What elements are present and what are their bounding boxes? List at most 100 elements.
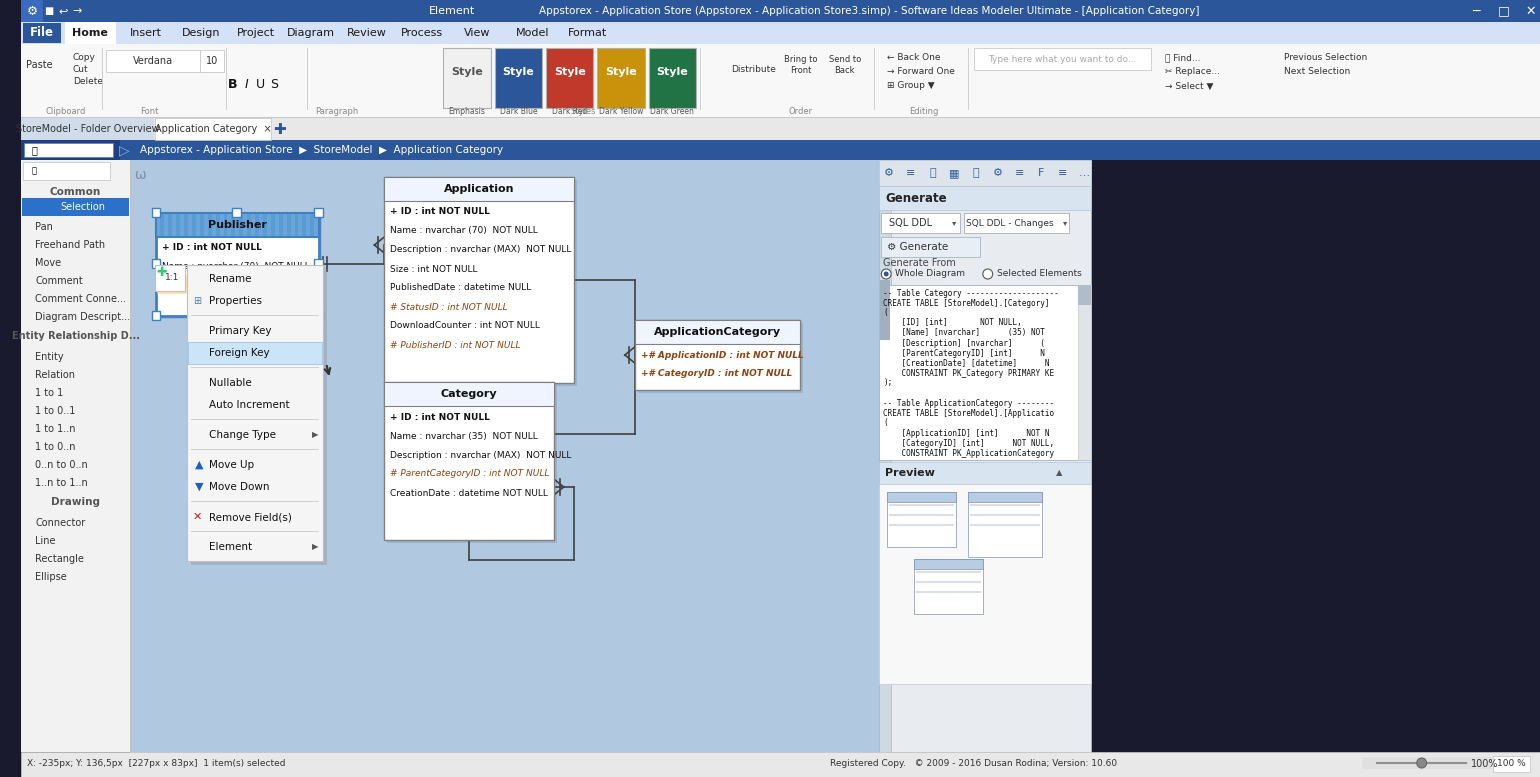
Text: Move Up: Move Up xyxy=(209,460,254,470)
Bar xyxy=(444,48,491,108)
Bar xyxy=(129,160,879,752)
Text: Nullable: Nullable xyxy=(209,378,251,388)
Text: Dark Green: Dark Green xyxy=(650,106,695,116)
Bar xyxy=(314,259,323,268)
Text: 10: 10 xyxy=(205,56,217,66)
Bar xyxy=(191,419,319,420)
Bar xyxy=(211,213,216,237)
Text: Model: Model xyxy=(516,28,548,38)
Text: Previous Selection: Previous Selection xyxy=(1284,54,1368,62)
Bar xyxy=(889,514,955,516)
Bar xyxy=(913,559,983,569)
Text: Rectangle: Rectangle xyxy=(35,554,85,564)
Text: 🔍 Find...: 🔍 Find... xyxy=(1166,54,1201,62)
Text: Order: Order xyxy=(788,106,813,116)
Text: Style: Style xyxy=(554,67,585,77)
Text: 1 to 1: 1 to 1 xyxy=(35,388,63,398)
Text: ← Back One: ← Back One xyxy=(887,54,941,62)
Text: ≡: ≡ xyxy=(1058,168,1067,178)
Bar xyxy=(879,160,1092,186)
Text: -- Table ApplicationCategory --------: -- Table ApplicationCategory -------- xyxy=(884,399,1055,407)
Text: StoreModel - Folder Overview: StoreModel - Folder Overview xyxy=(15,124,159,134)
Bar xyxy=(129,752,879,764)
Bar xyxy=(1492,756,1531,772)
Text: # StatusID : int NOT NULL: # StatusID : int NOT NULL xyxy=(390,302,508,312)
Text: -- Table Category --------------------: -- Table Category -------------------- xyxy=(884,288,1060,298)
Bar xyxy=(157,275,319,294)
Bar xyxy=(151,259,160,268)
Text: # PublisherID : int NOT NULL: # PublisherID : int NOT NULL xyxy=(390,340,521,350)
Text: ⚙: ⚙ xyxy=(26,5,38,18)
Text: ↩: ↩ xyxy=(59,6,68,16)
Bar xyxy=(22,44,1540,118)
Text: Comment Conne...: Comment Conne... xyxy=(35,294,126,304)
Bar xyxy=(22,22,1540,44)
Text: CreationDate : datetime NOT NULL: CreationDate : datetime NOT NULL xyxy=(390,489,548,497)
Bar xyxy=(203,213,208,237)
Bar xyxy=(157,213,319,237)
Text: (: ( xyxy=(884,308,889,318)
Bar xyxy=(916,581,981,583)
Text: ApplicationCategory: ApplicationCategory xyxy=(654,327,781,337)
Text: Type here what you want to do...: Type here what you want to do... xyxy=(989,54,1137,64)
Bar xyxy=(196,213,200,237)
Text: CONSTRAINT PK_Category PRIMARY KE: CONSTRAINT PK_Category PRIMARY KE xyxy=(884,368,1055,378)
Text: Auto Increment: Auto Increment xyxy=(209,400,290,410)
Text: ✚: ✚ xyxy=(274,121,286,137)
Text: Style: Style xyxy=(502,67,534,77)
Text: X: -235px; Y: 136,5px  [227px x 83px]  1 item(s) selected: X: -235px; Y: 136,5px [227px x 83px] 1 i… xyxy=(28,759,286,768)
Bar xyxy=(157,213,319,237)
Text: Process: Process xyxy=(400,28,444,38)
Text: ▾: ▾ xyxy=(1063,218,1067,228)
Text: PublishedDate : datetime NULL: PublishedDate : datetime NULL xyxy=(390,284,531,292)
Text: Name : nvarchar (35)  NOT NULL: Name : nvarchar (35) NOT NULL xyxy=(390,431,537,441)
Text: Appstorex - Application Store  ▶  StoreModel  ▶  Application Category: Appstorex - Application Store ▶ StoreMod… xyxy=(140,145,504,155)
Text: Diagram: Diagram xyxy=(288,28,336,38)
Bar xyxy=(188,342,322,364)
Bar xyxy=(648,48,696,108)
Bar xyxy=(973,48,1152,70)
Text: [CreationDate] [datetime]      N: [CreationDate] [datetime] N xyxy=(884,358,1050,368)
Text: ✚: ✚ xyxy=(156,267,166,280)
Text: Appstorex - Application Store (Appstorex - Application Store3.simp) - Software I: Appstorex - Application Store (Appstorex… xyxy=(539,6,1200,16)
Text: Element: Element xyxy=(209,542,253,552)
Text: Insert: Insert xyxy=(129,28,162,38)
Text: [Name] [nvarchar]      (35) NOT: [Name] [nvarchar] (35) NOT xyxy=(884,329,1046,337)
Text: F: F xyxy=(1038,168,1044,178)
Text: Foreign Key: Foreign Key xyxy=(209,348,270,358)
Text: Clipboard: Clipboard xyxy=(46,106,86,116)
Text: Next Selection: Next Selection xyxy=(1284,68,1351,76)
Bar xyxy=(251,213,256,237)
Bar xyxy=(879,285,1092,460)
Text: Application Category  ×: Application Category × xyxy=(156,124,273,134)
Bar xyxy=(154,118,271,140)
Text: CREATE TABLE [StoreModel].[Category]: CREATE TABLE [StoreModel].[Category] xyxy=(884,298,1050,308)
Text: Application: Application xyxy=(444,184,514,194)
Text: ▦: ▦ xyxy=(949,168,959,178)
Bar xyxy=(916,571,981,573)
Bar xyxy=(887,492,956,502)
Bar xyxy=(916,591,981,593)
Text: 📌: 📌 xyxy=(1072,193,1078,203)
Text: ▶: ▶ xyxy=(313,542,319,552)
Text: Styles: Styles xyxy=(571,106,596,116)
Text: Style: Style xyxy=(605,67,638,77)
Bar xyxy=(299,213,302,237)
Text: Name : nvarchar (70)  NOT NULL: Name : nvarchar (70) NOT NULL xyxy=(162,263,310,271)
Bar xyxy=(385,406,554,407)
Circle shape xyxy=(884,271,889,277)
Text: Rename: Rename xyxy=(209,274,251,284)
Text: 100 %: 100 % xyxy=(1497,759,1526,768)
Bar xyxy=(970,514,1040,516)
Bar xyxy=(634,320,801,390)
Text: S: S xyxy=(270,78,277,90)
Text: ⚙: ⚙ xyxy=(993,168,1003,178)
Text: CONSTRAINT PK_ApplicationCategory: CONSTRAINT PK_ApplicationCategory xyxy=(884,448,1055,458)
Text: ✕: ✕ xyxy=(1526,5,1537,18)
Bar xyxy=(220,213,223,237)
Bar xyxy=(1363,757,1491,769)
Text: ▶: ▶ xyxy=(313,430,319,440)
Text: Properties: Properties xyxy=(209,296,262,306)
Text: Move Down: Move Down xyxy=(209,482,270,492)
Text: Editing: Editing xyxy=(909,106,938,116)
